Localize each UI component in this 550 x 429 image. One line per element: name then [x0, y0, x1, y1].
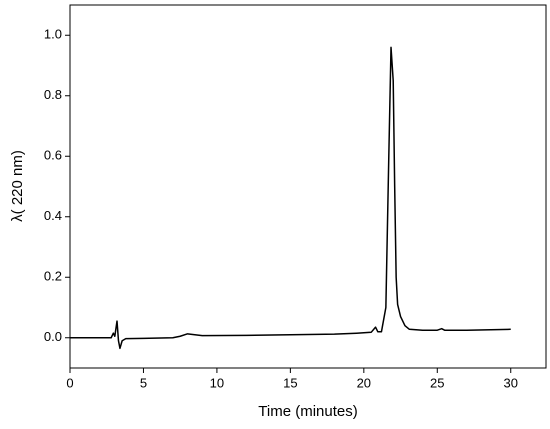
y-tick-label: 0.2 — [44, 269, 62, 284]
x-tick-label: 5 — [140, 375, 147, 390]
x-tick-label: 20 — [357, 375, 371, 390]
y-tick-label: 1.0 — [44, 27, 62, 42]
x-tick-label: 0 — [66, 375, 73, 390]
data-line — [70, 46, 511, 350]
x-axis-label: Time (minutes) — [258, 403, 357, 420]
plot-frame — [69, 4, 547, 369]
x-tick-label: 10 — [210, 375, 224, 390]
x-tick-label: 15 — [283, 375, 297, 390]
y-tick-label: 0.8 — [44, 87, 62, 102]
y-tick-label: 0.4 — [44, 208, 62, 223]
x-tick-label: 25 — [430, 375, 444, 390]
y-tick-label: 0.0 — [44, 329, 62, 344]
y-tick-label: 0.6 — [44, 148, 62, 163]
y-axis-label: λ( 220 nm) — [9, 150, 26, 222]
x-tick-label: 30 — [504, 375, 518, 390]
